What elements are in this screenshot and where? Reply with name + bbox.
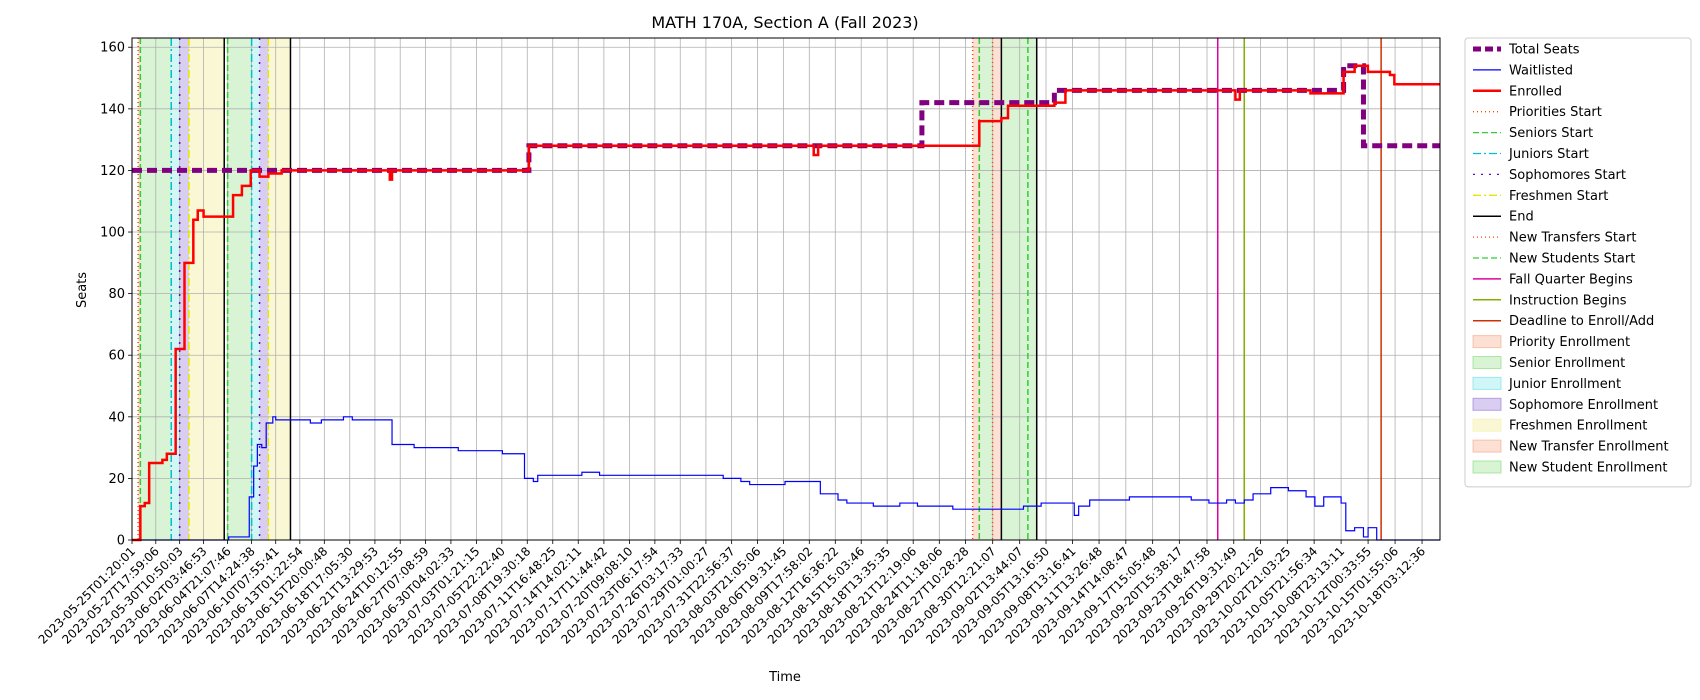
band-junior-enrollment (251, 38, 260, 540)
legend-item-juniors-start-label: Juniors Start (1508, 147, 1589, 162)
legend-item-new-student-enrollment-swatch (1472, 460, 1502, 474)
y-tick-label: 40 (108, 410, 125, 425)
y-axis: 0 20 40 60 80 100 120 140 160 (100, 41, 132, 549)
legend-item-priority-enrollment-label: Priority Enrollment (1509, 335, 1630, 350)
y-tick-label: 80 (108, 287, 125, 302)
legend-item-new-transfer-enrollment-swatch (1472, 439, 1502, 453)
y-axis-label: Seats (75, 272, 90, 308)
legend-item-freshmen-enrollment-swatch (1472, 418, 1502, 432)
band-new-student-enrollment (979, 38, 993, 540)
legend-item-senior-enrollment-label: Senior Enrollment (1509, 356, 1625, 371)
y-tick-label: 160 (100, 41, 125, 56)
plot-frame (131, 37, 1441, 541)
legend-item-junior-enrollment-label: Junior Enrollment (1508, 377, 1621, 392)
y-tick-label: 20 (108, 472, 125, 487)
band-priority-enrollment (138, 38, 141, 540)
band-senior-enrollment (227, 38, 252, 540)
legend-item-deadline-to-enroll-add-label: Deadline to Enroll/Add (1509, 314, 1654, 329)
y-tick-label: 120 (100, 164, 125, 179)
legend-item-junior-enrollment-swatch (1472, 376, 1502, 390)
y-tick-label: 100 (100, 226, 125, 241)
legend-item-priorities-start-label: Priorities Start (1509, 105, 1602, 120)
band-sophomore-enrollment (259, 38, 269, 540)
legend-box (1464, 37, 1692, 488)
y-tick-label: 0 (117, 534, 125, 549)
legend-item-new-student-enrollment-label: New Student Enrollment (1509, 461, 1667, 476)
band-junior-enrollment (171, 38, 180, 540)
band-new-transfer-enrollment (992, 38, 1002, 540)
series-enrolled (132, 64, 1440, 542)
chart-title: MATH 170A, Section A (Fall 2023) (651, 13, 918, 32)
data-series (132, 63, 1440, 542)
legend-item-end-label: End (1509, 210, 1534, 225)
legend-item-fall-quarter-begins-label: Fall Quarter Begins (1509, 272, 1633, 287)
legend-item-new-transfers-start-label: New Transfers Start (1509, 231, 1636, 246)
legend-item-sophomore-enrollment-swatch (1472, 397, 1502, 411)
legend-item-enrolled-label: Enrolled (1509, 84, 1562, 99)
legend-item-new-students-start-label: New Students Start (1509, 252, 1635, 267)
series-waitlisted (132, 416, 1440, 541)
legend-item-priority-enrollment-swatch (1472, 335, 1502, 349)
x-axis: 2023-05-25T01:20:012023-05-27T17:59:0620… (36, 540, 1428, 647)
legend-item-instruction-begins-label: Instruction Begins (1509, 293, 1627, 308)
x-axis-label: Time (768, 670, 801, 685)
legend-item-sophomores-start-label: Sophomores Start (1509, 168, 1626, 183)
band-new-student-enrollment (1001, 38, 1037, 540)
legend-item-total-seats-label: Total Seats (1508, 43, 1580, 58)
legend: Total Seats Waitlisted Enrolled Priorities … (1464, 37, 1692, 488)
legend-item-waitlisted-label: Waitlisted (1509, 63, 1573, 78)
band-freshmen-enrollment (268, 38, 291, 540)
legend-item-freshmen-start-label: Freshmen Start (1509, 189, 1608, 204)
y-tick-label: 60 (108, 349, 125, 364)
legend-item-seniors-start-label: Seniors Start (1509, 126, 1593, 141)
grid-lines (131, 38, 1440, 541)
legend-item-freshmen-enrollment-label: Freshmen Enrollment (1509, 419, 1647, 434)
legend-item-new-transfer-enrollment-label: New Transfer Enrollment (1509, 440, 1669, 455)
legend-item-sophomore-enrollment-label: Sophomore Enrollment (1509, 398, 1658, 413)
band-freshmen-enrollment (188, 38, 225, 540)
y-tick-label: 140 (100, 102, 125, 117)
band-new-transfer-enrollment (972, 38, 980, 540)
enrollment-bands (138, 38, 1037, 540)
legend-item-senior-enrollment-swatch (1472, 356, 1502, 369)
